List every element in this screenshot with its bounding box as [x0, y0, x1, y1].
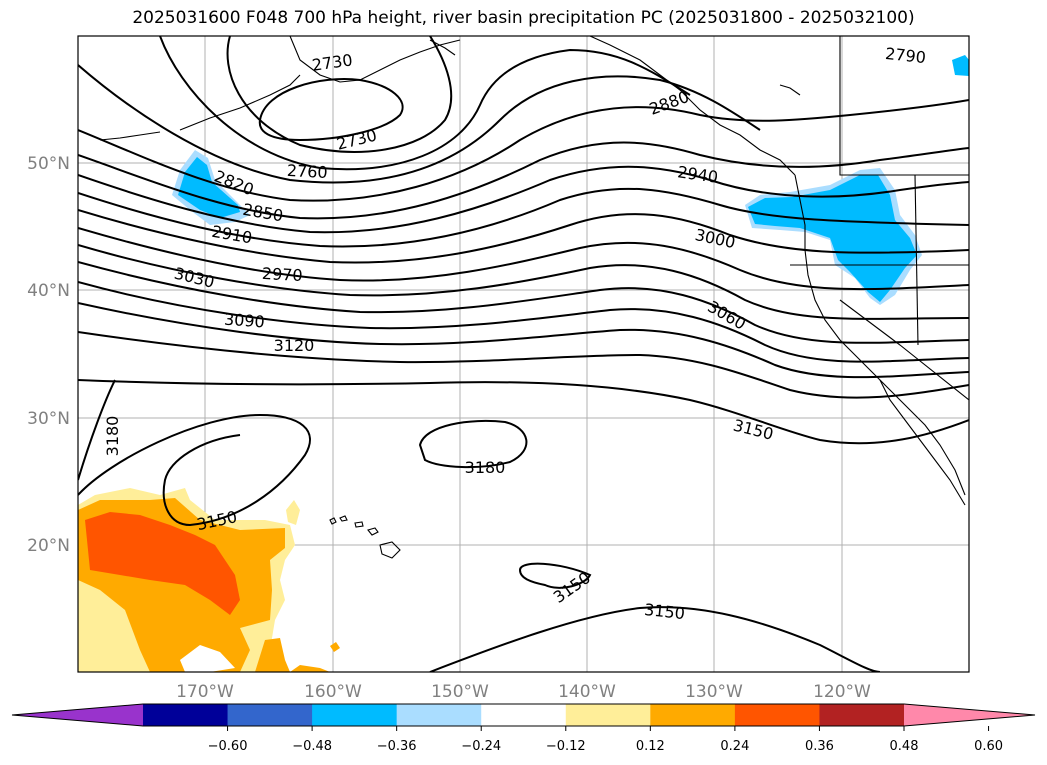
contour-label: 2790: [884, 44, 926, 67]
lat-label: 50°N: [27, 154, 70, 174]
colorbar: [11, 703, 1036, 727]
colorbar-segment: [396, 704, 482, 726]
contour-label: 3150: [643, 600, 685, 623]
contour-label: 2970: [261, 264, 303, 285]
colorbar-tick-label: −0.24: [461, 739, 501, 754]
latitude-labels: 50°N 40°N 30°N 20°N: [27, 154, 70, 556]
colorbar-tick-label: 0.60: [974, 739, 1003, 754]
graticule: [78, 36, 969, 672]
colorbar-segment: [650, 704, 736, 726]
colorbar-tick-label: −0.36: [377, 739, 417, 754]
colorbar-segment: [734, 704, 820, 726]
colorbar-outline: [11, 703, 1036, 727]
colorbar-tick-label: −0.60: [208, 739, 248, 754]
contour-label: 3120: [274, 336, 315, 355]
contour-label: 3090: [223, 310, 265, 332]
lat-label: 20°N: [27, 536, 70, 556]
map-frame: [77, 35, 970, 673]
colorbar-segment: [565, 704, 651, 726]
contour-label: 3180: [103, 416, 122, 457]
colorbar-ticks: −0.60 −0.48 −0.36 −0.24 −0.12 0.12 0.24 0.36 0.4…: [208, 726, 1003, 754]
longitude-labels: 170°W 160°W 150°W 140°W 130°W 120°W: [176, 682, 871, 702]
colorbar-tick-label: −0.12: [546, 739, 586, 754]
lon-label: 170°W: [176, 682, 234, 702]
colorbar-segment: [481, 704, 567, 726]
colorbar-segment: [312, 704, 398, 726]
colorbar-tick-label: −0.48: [292, 739, 332, 754]
colorbar-tick-label: 0.48: [890, 739, 919, 754]
negative-precip-anomaly: [172, 55, 969, 305]
colorbar-tick-label: 0.24: [720, 739, 749, 754]
lon-label: 160°W: [304, 682, 362, 702]
height-contours: [78, 36, 969, 672]
coastlines: [99, 36, 969, 506]
lat-label: 40°N: [27, 281, 70, 301]
lat-label: 30°N: [27, 409, 70, 429]
colorbar-tick-label: 0.36: [805, 739, 834, 754]
colorbar-segment: [819, 704, 905, 726]
colorbar-extend-high: [904, 704, 1035, 726]
hawaiian-islands: [329, 515, 401, 559]
lon-label: 140°W: [558, 682, 616, 702]
colorbar-segment: [227, 704, 313, 726]
colorbar-segment: [143, 704, 229, 726]
contour-label: 2760: [286, 161, 328, 182]
positive-precip-anomaly: [78, 488, 340, 672]
lon-label: 130°W: [685, 682, 743, 702]
map-title: 2025031600 F048 700 hPa height, river ba…: [132, 8, 915, 28]
lon-label: 120°W: [813, 682, 871, 702]
colorbar-extend-low: [12, 704, 143, 726]
contour-label: 3180: [465, 458, 506, 477]
colorbar-tick-label: 0.12: [636, 739, 665, 754]
lon-label: 150°W: [431, 682, 489, 702]
